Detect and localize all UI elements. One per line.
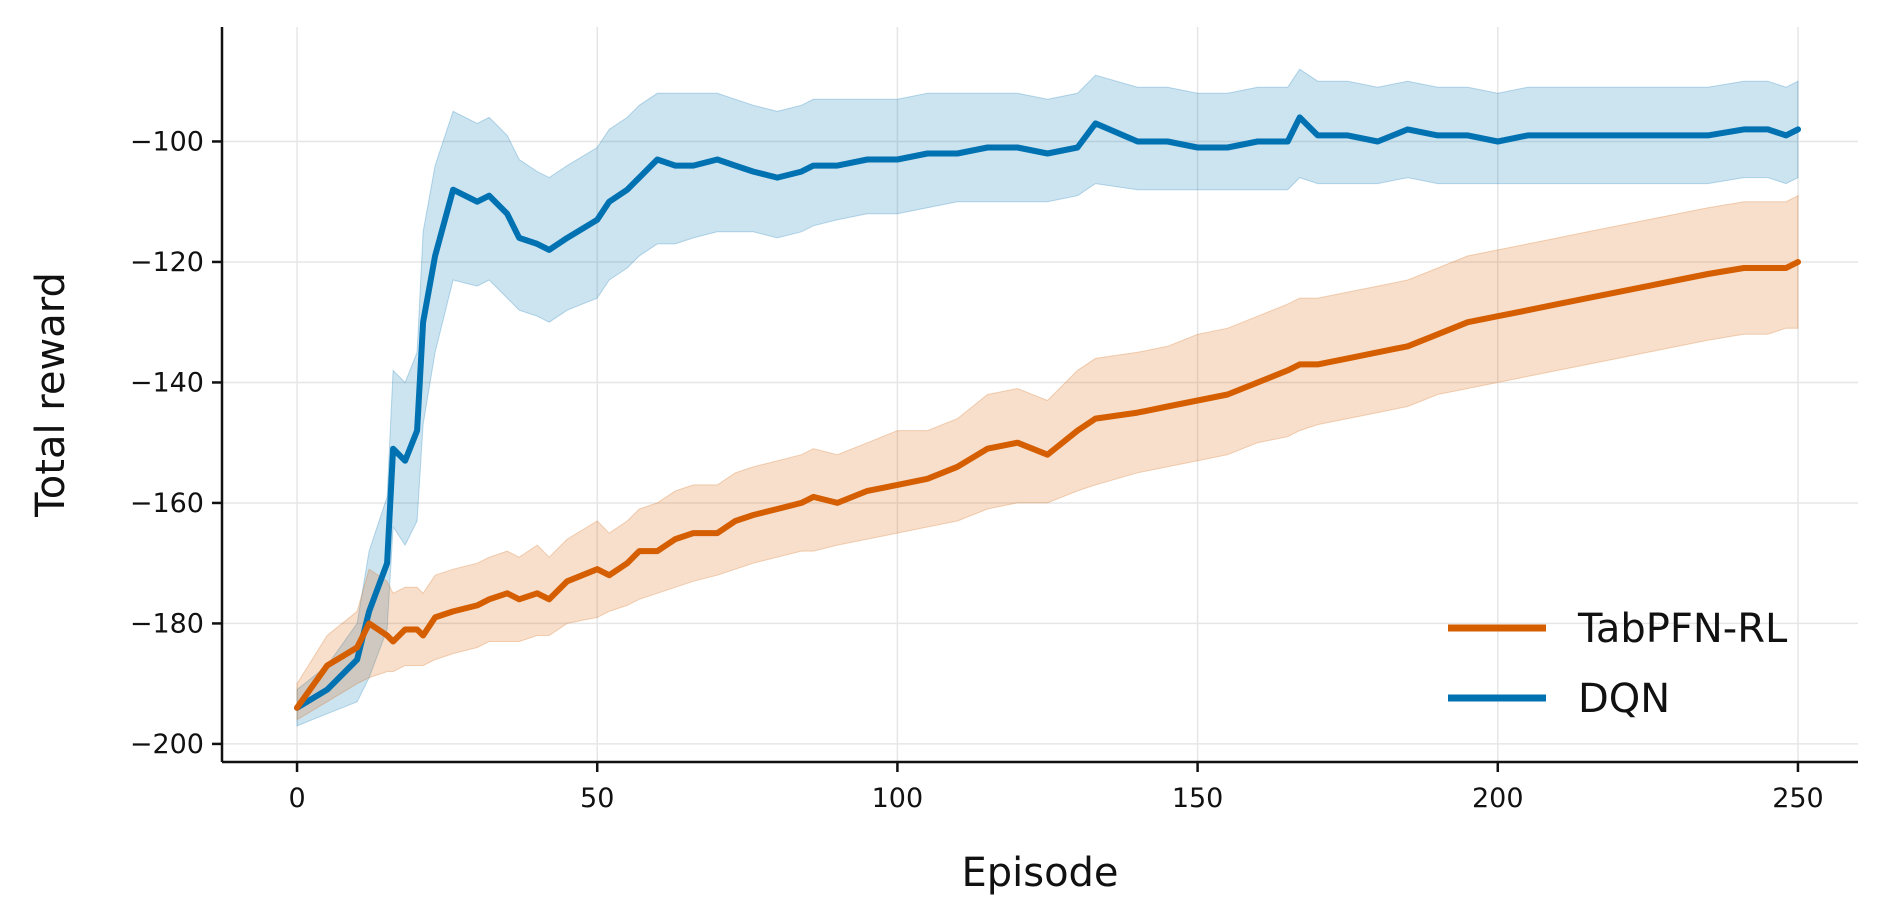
series-lines [294, 114, 1801, 711]
y-tick-label: −200 [130, 729, 204, 760]
x-tick-label: 50 [580, 783, 614, 814]
x-tick-label: 150 [1172, 783, 1224, 814]
x-tick-label: 250 [1772, 783, 1824, 814]
y-axis-label: Total reward [28, 272, 74, 518]
band-tabpfn-rl [296, 194, 1799, 721]
y-tick-label: −180 [130, 608, 204, 639]
y-tick-label: −120 [130, 247, 204, 278]
axes [212, 27, 1858, 772]
confidence-bands [296, 68, 1799, 727]
x-tick-label: 100 [872, 783, 924, 814]
line-dqn [294, 114, 1801, 711]
legend-label-dqn: DQN [1578, 676, 1670, 722]
y-tick-label: −160 [130, 488, 204, 519]
legend: TabPFN-RL DQN [1448, 606, 1788, 722]
grid [222, 27, 1858, 762]
band-dqn [296, 68, 1799, 727]
y-tick-label: −140 [130, 367, 204, 398]
line-tabpfn-rl [294, 259, 1801, 711]
legend-label-tabpfn-rl: TabPFN-RL [1577, 606, 1788, 652]
x-tick-label: 200 [1472, 783, 1524, 814]
x-axis-label: Episode [961, 850, 1118, 896]
y-tick-label: −100 [130, 126, 204, 157]
x-tick-label: 0 [288, 783, 305, 814]
tick-labels: 0 50 100 150 200 250 −200 −180 −160 −140 −120 −100 [130, 126, 1824, 814]
